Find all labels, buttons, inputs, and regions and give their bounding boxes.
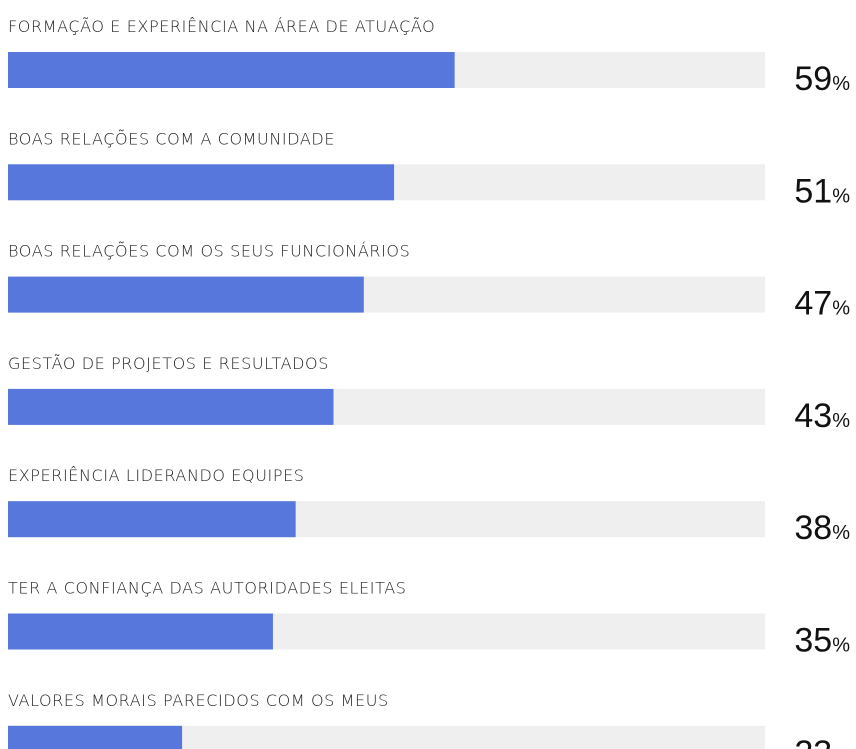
bar [8,388,334,425]
category-label: FORMAÇÃO E EXPERIÊNCIA NA ÁREA DE ATUAÇÃ… [8,17,435,36]
category-label: GESTÃO DE PROJETOS E RESULTADOS [8,354,329,373]
category-label: BOAS RELAÇÕES COM OS SEUS FUNCIONÁRIOS [8,242,410,261]
category-label: TER A CONFIANÇA DAS AUTORIDADES ELEITAS [8,579,407,598]
value-label: 35% [794,622,850,660]
value-label: 51% [794,172,850,210]
category-label: BOAS RELAÇÕES COM A COMUNIDADE [8,129,335,148]
bar [8,501,296,538]
value-label: 23% [794,734,850,749]
value-label: 43% [794,397,850,435]
bar [8,164,395,201]
category-label: VALORES MORAIS PARECIDOS COM OS MEUS [8,691,389,710]
value-label: 47% [794,285,850,323]
bar [8,276,364,313]
bar [8,725,183,749]
category-label: EXPERIÊNCIA LIDERANDO EQUIPES [8,466,305,485]
value-label: 38% [794,509,850,547]
bar-track [8,725,765,749]
bar [8,52,455,88]
value-label: 59% [794,60,850,98]
bar [8,613,273,650]
